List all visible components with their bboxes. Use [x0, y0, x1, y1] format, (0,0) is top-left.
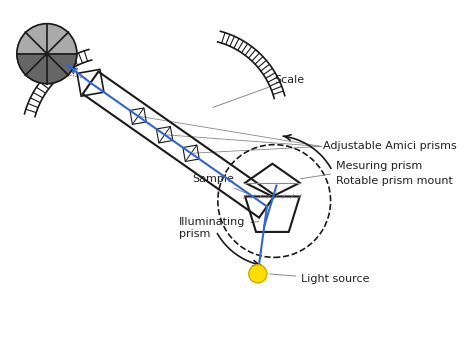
Text: Scale: Scale	[213, 75, 304, 107]
Circle shape	[249, 265, 267, 283]
Text: Light source: Light source	[270, 274, 370, 284]
Text: Adjustable Amici prisms: Adjustable Amici prisms	[323, 142, 457, 152]
Polygon shape	[17, 24, 77, 54]
Text: Illuminating
prism: Illuminating prism	[179, 218, 259, 239]
Text: Rotable prism mount: Rotable prism mount	[336, 176, 453, 186]
Text: Mesuring prism: Mesuring prism	[301, 161, 422, 179]
Text: Sample: Sample	[192, 174, 247, 194]
Polygon shape	[17, 54, 77, 84]
